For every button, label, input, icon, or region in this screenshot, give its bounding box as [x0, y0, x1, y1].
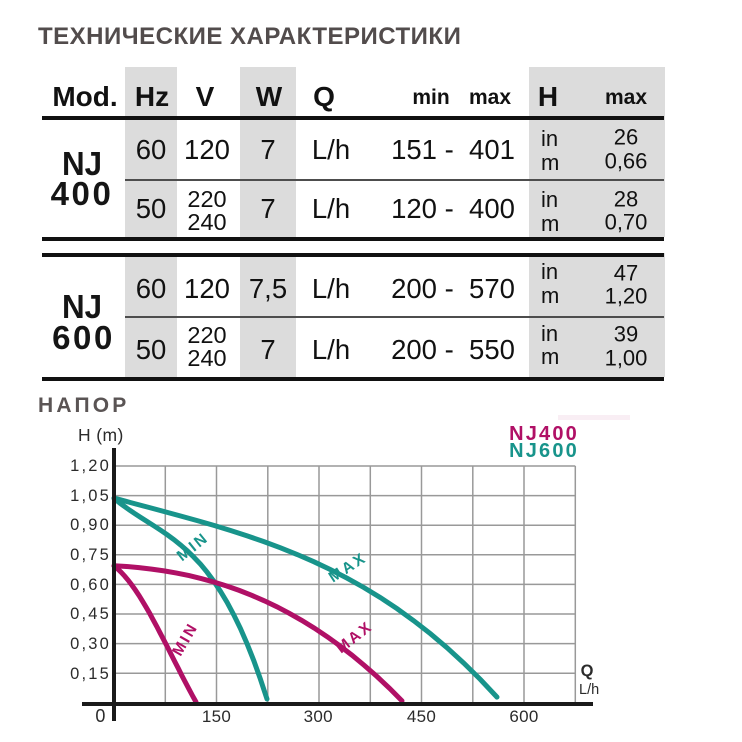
svg-text:150: 150 [202, 707, 231, 726]
svg-text:0,60: 0,60 [70, 576, 111, 594]
svg-text:H (m): H (m) [78, 425, 124, 445]
svg-text:MIN: MIN [169, 619, 202, 659]
svg-text:600: 600 [509, 707, 538, 726]
svg-text:Q: Q [581, 662, 594, 680]
svg-text:NJ400: NJ400 [509, 423, 579, 445]
svg-text:1,05: 1,05 [70, 487, 111, 505]
svg-text:450: 450 [407, 707, 436, 726]
svg-text:0,75: 0,75 [70, 546, 111, 564]
svg-text:L/h: L/h [579, 682, 599, 698]
svg-text:0,15: 0,15 [70, 665, 111, 683]
svg-text:300: 300 [304, 707, 333, 726]
svg-text:0: 0 [95, 706, 105, 726]
svg-text:1,20: 1,20 [70, 457, 111, 475]
svg-text:0,90: 0,90 [70, 516, 111, 534]
svg-text:NJ600: NJ600 [509, 440, 579, 462]
svg-text:0,30: 0,30 [70, 635, 111, 653]
svg-text:0,45: 0,45 [70, 605, 111, 623]
